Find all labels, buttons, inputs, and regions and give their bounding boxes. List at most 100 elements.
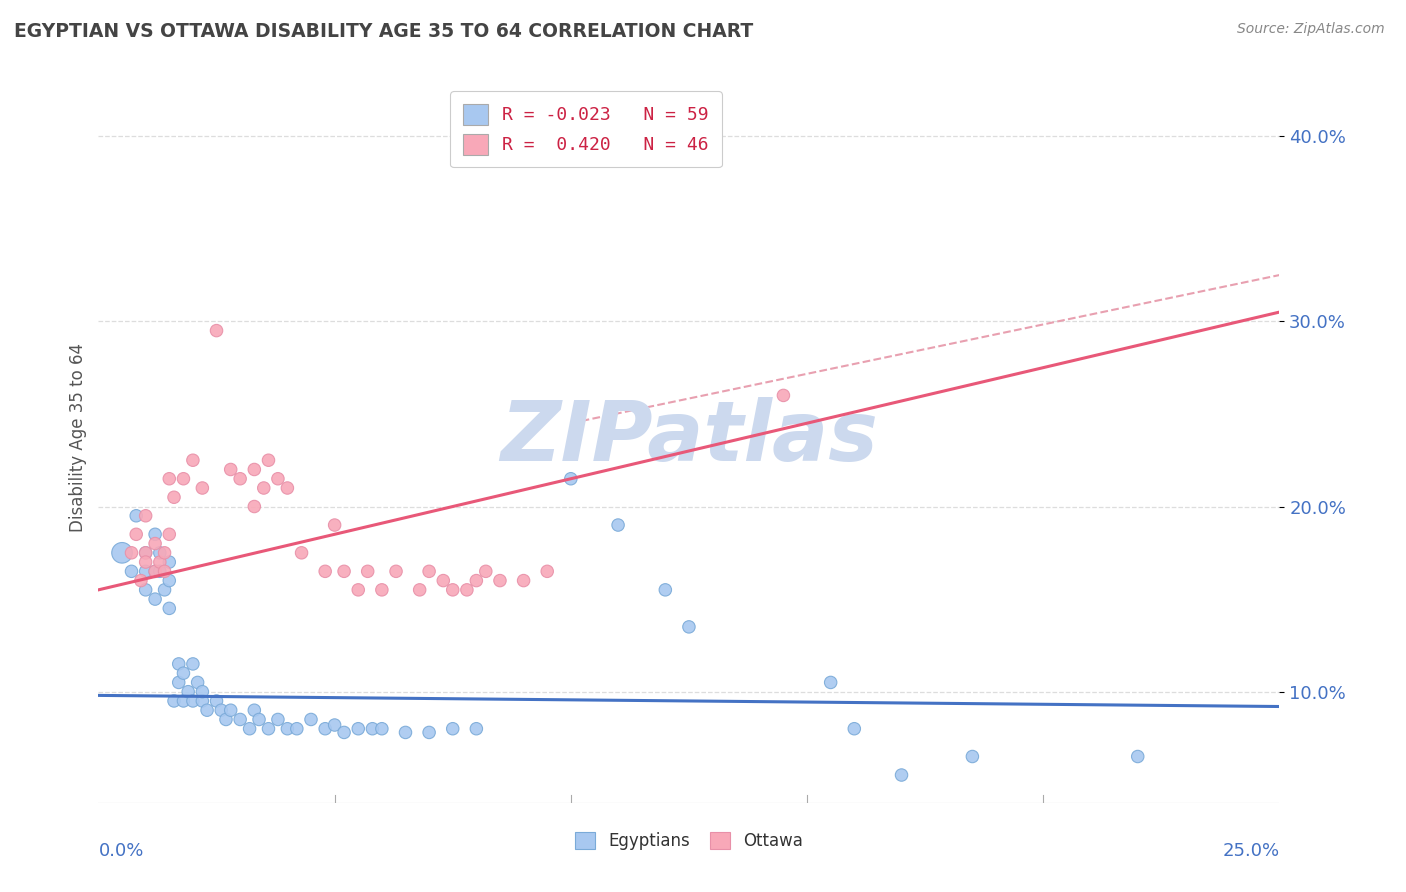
Point xyxy=(333,565,356,579)
Point xyxy=(323,718,346,732)
Point xyxy=(820,675,842,690)
Point xyxy=(172,666,194,681)
Point xyxy=(475,565,498,579)
Point xyxy=(253,481,276,495)
Point xyxy=(181,694,204,708)
Point xyxy=(323,518,346,533)
Point xyxy=(361,722,384,736)
Point xyxy=(157,555,180,569)
Point xyxy=(191,684,214,698)
Point xyxy=(333,725,356,739)
Point xyxy=(129,574,152,588)
Point xyxy=(314,565,336,579)
Point xyxy=(209,703,232,717)
Point xyxy=(135,546,157,560)
Point xyxy=(167,657,190,671)
Point xyxy=(247,713,270,727)
Point xyxy=(890,768,912,782)
Point xyxy=(135,555,157,569)
Text: ZIPatlas: ZIPatlas xyxy=(501,397,877,477)
Point xyxy=(489,574,512,588)
Point xyxy=(229,472,252,486)
Point xyxy=(285,722,308,736)
Point xyxy=(394,725,416,739)
Point xyxy=(143,565,166,579)
Legend: Egyptians, Ottawa: Egyptians, Ottawa xyxy=(568,825,810,856)
Point xyxy=(195,703,218,717)
Point xyxy=(465,574,488,588)
Point xyxy=(143,536,166,550)
Point xyxy=(371,582,394,597)
Point xyxy=(143,565,166,579)
Point xyxy=(157,527,180,541)
Point xyxy=(181,453,204,467)
Point xyxy=(167,675,190,690)
Point xyxy=(678,620,700,634)
Point xyxy=(465,722,488,736)
Point xyxy=(135,582,157,597)
Point xyxy=(560,472,582,486)
Point xyxy=(153,582,176,597)
Point xyxy=(844,722,866,736)
Point xyxy=(172,472,194,486)
Point xyxy=(441,582,464,597)
Point xyxy=(1126,749,1149,764)
Point xyxy=(512,574,534,588)
Point xyxy=(347,722,370,736)
Point xyxy=(276,722,298,736)
Point xyxy=(243,462,266,476)
Point xyxy=(205,694,228,708)
Point xyxy=(215,713,238,727)
Point xyxy=(157,601,180,615)
Point xyxy=(149,555,172,569)
Point xyxy=(371,722,394,736)
Point xyxy=(257,453,280,467)
Point xyxy=(239,722,262,736)
Point xyxy=(111,546,134,560)
Point xyxy=(276,481,298,495)
Point xyxy=(267,472,290,486)
Text: 0.0%: 0.0% xyxy=(98,842,143,860)
Point xyxy=(418,725,440,739)
Point xyxy=(157,574,180,588)
Point xyxy=(314,722,336,736)
Point xyxy=(418,565,440,579)
Point xyxy=(456,582,478,597)
Point xyxy=(441,722,464,736)
Point xyxy=(205,324,228,338)
Point xyxy=(267,713,290,727)
Point xyxy=(357,565,380,579)
Point xyxy=(135,508,157,523)
Point xyxy=(157,472,180,486)
Point xyxy=(149,546,172,560)
Point xyxy=(143,527,166,541)
Point xyxy=(385,565,408,579)
Y-axis label: Disability Age 35 to 64: Disability Age 35 to 64 xyxy=(69,343,87,532)
Point xyxy=(432,574,454,588)
Point xyxy=(243,500,266,514)
Point xyxy=(125,508,148,523)
Point xyxy=(257,722,280,736)
Point xyxy=(243,703,266,717)
Point xyxy=(191,694,214,708)
Point xyxy=(121,565,143,579)
Point xyxy=(654,582,676,597)
Point xyxy=(772,388,794,402)
Point xyxy=(149,565,172,579)
Point xyxy=(191,481,214,495)
Point xyxy=(125,527,148,541)
Point xyxy=(153,565,176,579)
Point xyxy=(135,565,157,579)
Point xyxy=(172,694,194,708)
Point xyxy=(177,684,200,698)
Point xyxy=(962,749,984,764)
Point xyxy=(229,713,252,727)
Point xyxy=(153,546,176,560)
Point xyxy=(607,518,630,533)
Point xyxy=(163,694,186,708)
Point xyxy=(143,592,166,607)
Point xyxy=(121,546,143,560)
Point xyxy=(135,546,157,560)
Point xyxy=(181,657,204,671)
Point xyxy=(187,675,209,690)
